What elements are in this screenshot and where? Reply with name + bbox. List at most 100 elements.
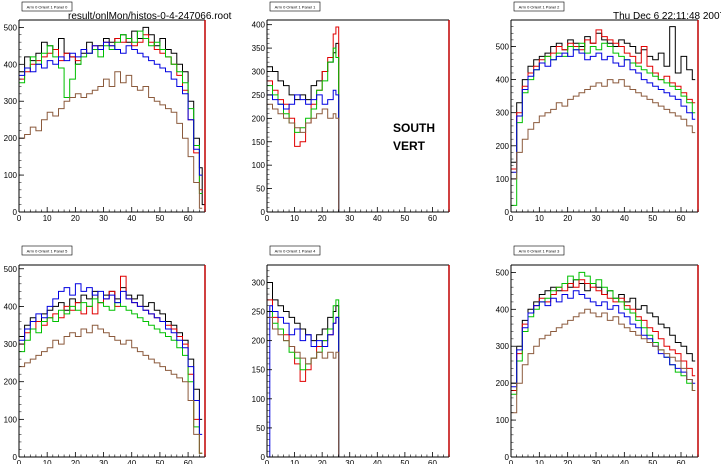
series-line-brown [510, 79, 696, 212]
y-tick-label: 100 [4, 171, 18, 180]
x-tick-label: 60 [184, 214, 193, 223]
y-tick-label: 0 [505, 453, 510, 462]
x-tick-label: 50 [155, 459, 164, 464]
y-tick-label: 150 [252, 138, 266, 147]
y-tick-label: 100 [4, 415, 18, 424]
x-tick-label: 0 [265, 459, 270, 464]
x-tick-label: 20 [71, 459, 80, 464]
series-line-red [266, 26, 342, 213]
histogram-panel-5: Arm 0 Orient 1 Panel 4 0 10 20 30 40 50 60 0 50 10… [252, 245, 450, 464]
annotation-south: SOUTH [393, 121, 435, 135]
panel-title: Arm 0 Orient 1 Panel 0 [27, 5, 68, 10]
y-tick-label: 250 [252, 91, 266, 100]
x-tick-label: 10 [290, 214, 299, 223]
panel-title-box [269, 1, 321, 12]
histogram-panel-4: Arm 0 Orient 1 Panel 5 0 10 20 30 40 50 60 0 100 2… [4, 245, 206, 464]
y-tick-label: 200 [4, 378, 18, 387]
x-tick-label: 0 [265, 214, 270, 223]
series-line-blue [18, 283, 203, 457]
y-tick-label: 100 [252, 161, 266, 170]
x-tick-label: 20 [563, 459, 572, 464]
x-tick-label: 10 [43, 214, 52, 223]
series-line-brown [510, 308, 696, 457]
x-tick-label: 30 [345, 459, 354, 464]
x-tick-label: 10 [290, 459, 299, 464]
x-tick-label: 50 [400, 214, 409, 223]
series-line-blue [266, 89, 342, 213]
x-tick-label: 60 [677, 459, 686, 464]
x-tick-label: 50 [648, 459, 657, 464]
x-tick-label: 40 [373, 459, 382, 464]
y-tick-label: 0 [261, 453, 266, 462]
series-line-red [510, 279, 696, 457]
y-tick-label: 100 [496, 175, 510, 184]
date-label: Thu Dec 6 22:11:48 2007 [613, 11, 721, 22]
series-line-brown [266, 103, 342, 213]
series-line-blue [267, 305, 342, 458]
file-path-label: result/onlMon/histos-0-4-247066.root [68, 11, 232, 22]
panel-title-box [269, 245, 321, 256]
x-tick-label: 30 [592, 214, 601, 223]
y-tick-label: 400 [496, 305, 510, 314]
series-line-green [510, 271, 696, 457]
x-tick-label: 40 [127, 459, 136, 464]
panel-title-box [21, 1, 73, 12]
series-line-red [18, 34, 203, 212]
series-line-black [510, 279, 696, 457]
panel-title: Arm 0 Orient 1 Panel 2 [519, 5, 560, 10]
x-tick-label: 0 [17, 214, 22, 223]
y-tick-label: 0 [13, 453, 18, 462]
histogram-panel-2: Arm 0 Orient 1 Panel 1 0 10 20 30 40 50 60 0 50 10… [252, 1, 450, 223]
panel-title: Arm 0 Orient 1 Panel 1 [275, 5, 316, 10]
series-line-blue [510, 49, 696, 212]
x-tick-label: 0 [509, 214, 514, 223]
y-tick-label: 200 [496, 142, 510, 151]
x-tick-label: 0 [17, 459, 22, 464]
y-tick-label: 400 [4, 302, 18, 311]
y-tick-label: 300 [496, 342, 510, 351]
panel-title-box [513, 245, 565, 256]
y-tick-label: 400 [4, 60, 18, 69]
y-tick-label: 0 [261, 208, 266, 217]
series-line-brown [266, 316, 342, 458]
y-tick-label: 500 [4, 23, 18, 32]
y-tick-label: 400 [496, 76, 510, 85]
y-tick-label: 350 [252, 44, 266, 53]
y-tick-label: 100 [496, 416, 510, 425]
y-tick-label: 300 [252, 68, 266, 77]
series-line-brown [18, 71, 203, 212]
histogram-panel-3: Arm 0 Orient 1 Panel 2 0 10 20 30 40 50 60 0 100 2… [496, 1, 699, 223]
x-tick-label: 20 [318, 459, 327, 464]
panel-title: Arm 0 Orient 1 Panel 4 [275, 249, 316, 254]
series-line-green [18, 298, 203, 457]
histogram-panel-6: Arm 0 Orient 1 Panel 3 0 10 20 30 40 50 60 0 100 2… [496, 245, 699, 464]
series-line-red [510, 29, 696, 212]
x-tick-label: 30 [99, 214, 108, 223]
y-tick-label: 150 [252, 366, 266, 375]
annotation-vert: VERT [393, 139, 426, 153]
series-line-green [266, 299, 342, 458]
y-tick-label: 300 [4, 340, 18, 349]
x-tick-label: 10 [535, 459, 544, 464]
series-line-green [510, 42, 696, 212]
x-tick-label: 40 [127, 214, 136, 223]
x-tick-label: 60 [677, 214, 686, 223]
panel-title-box [21, 245, 73, 256]
y-tick-label: 200 [496, 379, 510, 388]
series-line-black [18, 287, 203, 457]
x-tick-label: 10 [43, 459, 52, 464]
y-tick-label: 500 [496, 42, 510, 51]
x-tick-label: 30 [345, 214, 354, 223]
x-tick-label: 20 [318, 214, 327, 223]
series-line-blue [510, 290, 696, 457]
y-tick-label: 300 [252, 278, 266, 287]
x-tick-label: 30 [99, 459, 108, 464]
x-tick-label: 50 [155, 214, 164, 223]
series-line-black [510, 26, 696, 212]
y-tick-label: 500 [496, 268, 510, 277]
x-tick-label: 0 [509, 459, 514, 464]
series-line-blue [18, 41, 203, 212]
panel-title: Arm 0 Orient 1 Panel 3 [519, 249, 560, 254]
y-tick-label: 200 [252, 114, 266, 123]
series-line-green [18, 30, 203, 212]
